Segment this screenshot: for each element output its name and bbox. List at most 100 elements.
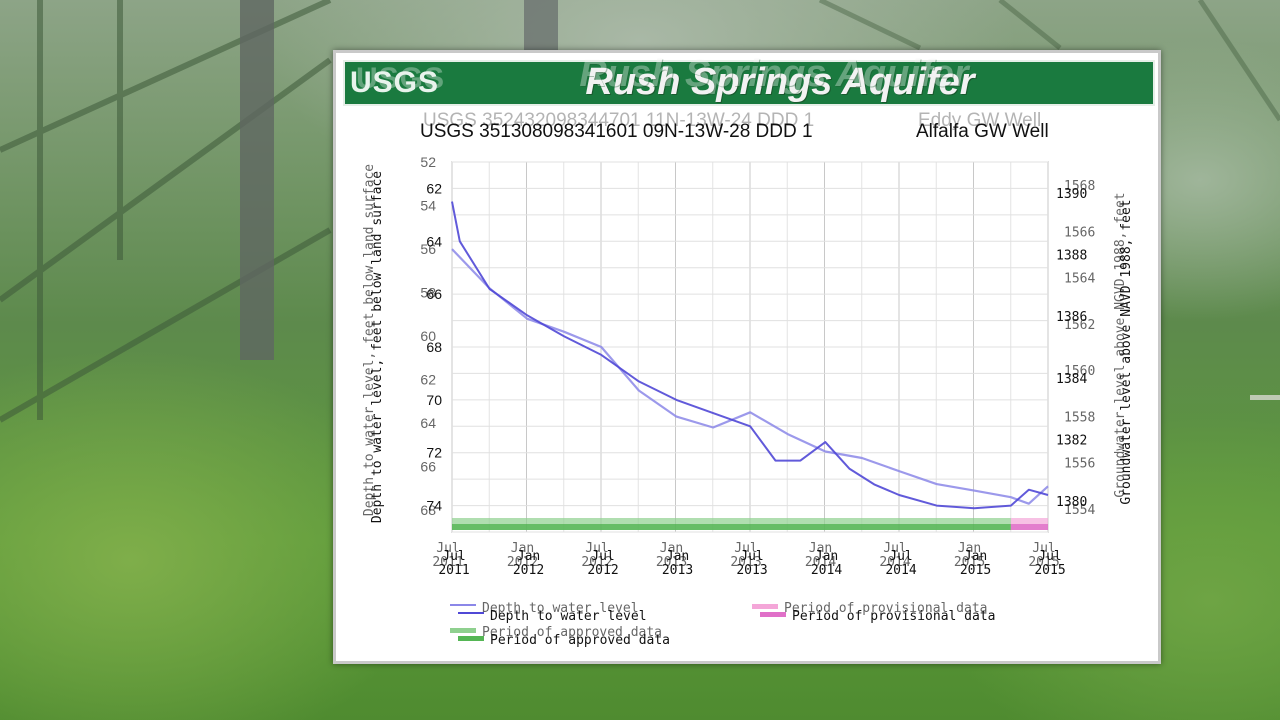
- y2-tick-label: 1560: [1064, 364, 1095, 379]
- y-tick-label: 54: [420, 198, 436, 214]
- series-line: [451, 201, 1049, 510]
- y2-tick-label: 1562: [1064, 318, 1095, 333]
- x-tick-label: 2014: [811, 563, 842, 578]
- x-tick-label: 2012: [513, 563, 544, 578]
- usgs-banner: [343, 60, 1155, 106]
- y2-axis-title: Groundwater level above NAVD 1988, feet: [1119, 199, 1134, 504]
- y-tick-label: 62: [426, 180, 442, 196]
- y2-tick-label: 1556: [1064, 457, 1095, 472]
- x-tick-label: Jan: [958, 541, 981, 556]
- y-tick-label: 52: [420, 154, 436, 170]
- x-tick-label: 2015: [1028, 555, 1059, 570]
- y2-tick-label: 1384: [1056, 372, 1087, 387]
- y-tick-label: 64: [426, 233, 442, 249]
- x-tick-label: 2013: [656, 555, 687, 570]
- legend: Depth to water level Period of provisiona…: [450, 601, 996, 648]
- provisional-bar: [1010, 518, 1048, 524]
- x-tick-label: 2014: [805, 555, 836, 570]
- legend-label: Depth to water level: [482, 601, 639, 616]
- x-tick-label: 2015: [1034, 563, 1065, 578]
- legend-swatch: [458, 636, 484, 641]
- y2-tick-label: 1390: [1056, 187, 1087, 202]
- y-tick-label: 74: [426, 498, 442, 514]
- legend-swatch: [450, 604, 476, 606]
- site-label-ghost: USGS 352432098344701 11N-13W-24 DDD 1: [423, 110, 815, 131]
- x-tick-label: Jul: [442, 549, 465, 564]
- y2-tick-label: 1386: [1056, 310, 1087, 325]
- x-tick-label: Jan: [517, 549, 540, 564]
- site-label: USGS 351308098341601 09N-13W-28 DDD 1: [420, 121, 813, 142]
- x-tick-label: 2011: [432, 555, 463, 570]
- legend-swatch: [458, 612, 484, 614]
- y-tick-label: 64: [420, 415, 436, 431]
- x-tick-label: 2012: [587, 563, 618, 578]
- y-tick-label: 68: [426, 339, 442, 355]
- x-tick-label: Jul: [585, 541, 608, 556]
- data-period-bars: [452, 518, 1048, 530]
- y-tick-label: 66: [420, 459, 436, 475]
- x-tick-label: 2013: [662, 563, 693, 578]
- x-tick-label: 2014: [879, 555, 910, 570]
- x-tick-label: Jul: [889, 549, 912, 564]
- y2-tick-label: 1564: [1064, 272, 1095, 287]
- x-tick-label: 2015: [954, 555, 985, 570]
- x-tick-label: 2011: [438, 563, 469, 578]
- y-tick-label: 60: [420, 328, 436, 344]
- approved-bar: [452, 524, 1011, 530]
- x-tick-label: 2014: [885, 563, 916, 578]
- x-tick-label: Jul: [1032, 541, 1055, 556]
- x-tick-label: 2012: [507, 555, 538, 570]
- y2-tick-label: 1566: [1064, 225, 1095, 240]
- y-axis-title: Depth to water level, feet below land su…: [362, 164, 377, 516]
- x-tick-label: Jul: [591, 549, 614, 564]
- grid: [451, 161, 1049, 533]
- axis-labels: 52 54 56 58 60 62 64 66 68 1554 1556 1558 1560 1562 15…: [362, 154, 1134, 578]
- aquifer-title: Rush Springs Aquifer Rush Springs Aquife…: [579, 53, 975, 103]
- x-tick-label: 2012: [581, 555, 612, 570]
- y2-tick-label: 1568: [1064, 179, 1095, 194]
- legend-label: Depth to water level: [490, 609, 647, 624]
- y2-axis-title: Groundwater level above NGVD 1988, feet: [1113, 192, 1128, 497]
- x-tick-label: Jan: [964, 549, 987, 564]
- legend-label: Period of approved data: [490, 633, 670, 648]
- usgs-logo: USGS USGS: [350, 62, 446, 99]
- x-tick-label: Jul: [883, 541, 906, 556]
- x-tick-label: Jul: [734, 541, 757, 556]
- x-tick-label: Jan: [511, 541, 534, 556]
- x-tick-label: 2015: [960, 563, 991, 578]
- series-line: [451, 248, 1049, 505]
- approved-bar: [452, 518, 1011, 524]
- legend-swatch: [752, 604, 778, 609]
- y-tick-label: 72: [426, 445, 442, 461]
- y-axis-title: Depth to water level, feet below land su…: [370, 171, 385, 523]
- y2-tick-label: 1554: [1064, 503, 1095, 518]
- x-tick-label: Jan: [660, 541, 683, 556]
- y2-tick-label: 1558: [1064, 410, 1095, 425]
- x-tick-label: Jul: [1038, 549, 1061, 564]
- legend-label: Period of provisional data: [784, 601, 988, 616]
- site-name-ghost: Eddy GW Well: [918, 110, 1042, 131]
- y-tick-label: 68: [420, 502, 436, 518]
- y-tick-label: 70: [426, 392, 442, 408]
- y2-tick-label: 1382: [1056, 434, 1087, 449]
- series-lines: [451, 201, 1049, 510]
- legend-label: Period of approved data: [482, 625, 662, 640]
- x-tick-label: Jan: [666, 549, 689, 564]
- y-tick-label: 58: [420, 285, 436, 301]
- x-tick-label: Jan: [815, 549, 838, 564]
- legend-label: Period of provisional data: [792, 609, 996, 624]
- y-tick-label: 56: [420, 241, 436, 257]
- x-tick-label: 2013: [736, 563, 767, 578]
- x-tick-label: 2013: [730, 555, 761, 570]
- legend-swatch: [450, 628, 476, 633]
- x-tick-label: Jul: [740, 549, 763, 564]
- x-tick-label: Jan: [809, 541, 832, 556]
- provisional-bar: [1010, 524, 1048, 530]
- y-tick-label: 62: [420, 372, 436, 388]
- site-name: Alfalfa GW Well: [916, 121, 1049, 142]
- y-tick-label: 66: [426, 286, 442, 302]
- y2-tick-label: 1380: [1056, 495, 1087, 510]
- legend-swatch: [760, 612, 786, 617]
- x-tick-label: Jul: [436, 541, 459, 556]
